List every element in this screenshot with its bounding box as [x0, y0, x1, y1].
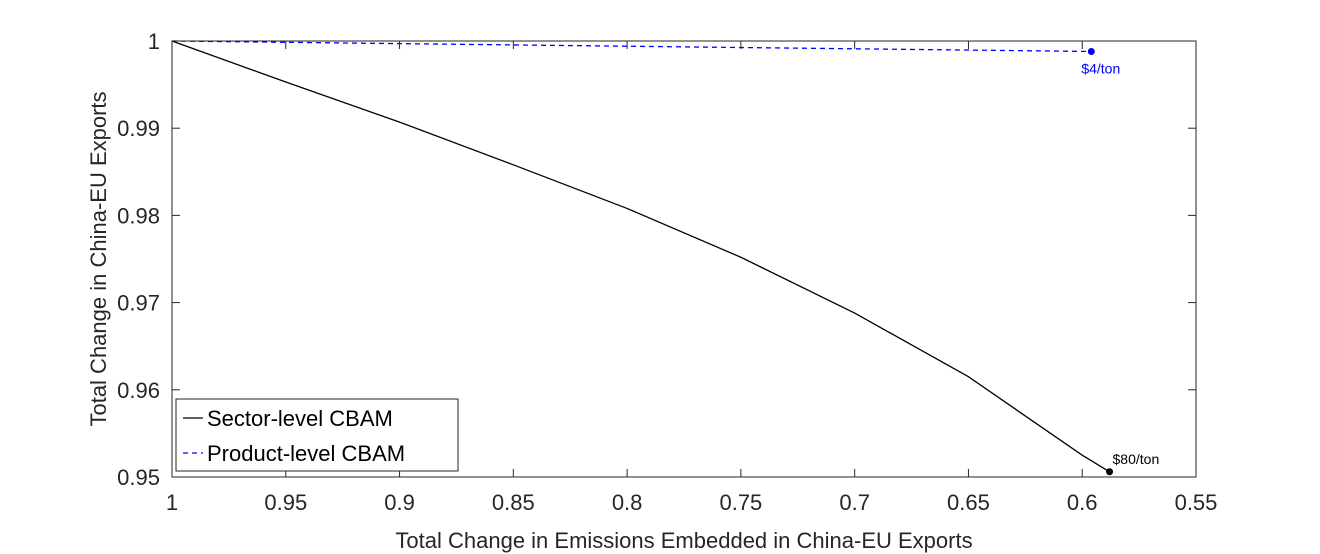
- endpoint-marker-sector: [1106, 468, 1114, 476]
- legend-box: [175, 398, 459, 472]
- x-tick-label: 0.8: [612, 490, 643, 515]
- y-tick-label: 0.98: [117, 203, 160, 228]
- x-tick-label: 0.85: [492, 490, 535, 515]
- x-tick-label: 0.95: [264, 490, 307, 515]
- y-tick-label: 0.95: [117, 465, 160, 490]
- endpoint-label-product: $4/ton: [1081, 60, 1120, 76]
- plot-frame: [171, 40, 1197, 478]
- y-tick-label: 0.96: [117, 378, 160, 403]
- x-tick-label: 1: [166, 490, 178, 515]
- legend: Sector-level CBAM Product-level CBAM: [175, 398, 459, 472]
- x-tick-label: 0.9: [384, 490, 415, 515]
- tick-layer: 1 0.95 0.9 0.85 0.8 0.75 0.7 0.65 0.6 0.550.950.9…: [117, 29, 1217, 515]
- endpoint-label-sector: $80/ton: [1113, 451, 1160, 467]
- series-layer: $80/ton $4/ton: [171, 40, 1160, 476]
- x-tick-label: 0.6: [1067, 490, 1098, 515]
- x-tick-label: 0.65: [947, 490, 990, 515]
- x-tick-label: 0.7: [839, 490, 870, 515]
- y-tick-label: 0.99: [117, 116, 160, 141]
- y-tick-label: 0.97: [117, 291, 160, 316]
- legend-label-sector: Sector-level CBAM: [207, 406, 393, 431]
- x-tick-label: 0.55: [1175, 490, 1218, 515]
- endpoint-marker-product: [1087, 47, 1095, 55]
- x-tick-label: 0.75: [719, 490, 762, 515]
- legend-label-product: Product-level CBAM: [207, 441, 405, 466]
- y-tick-label: 1: [148, 29, 160, 54]
- x-axis-title: Total Change in Emissions Embedded in Ch…: [395, 528, 972, 553]
- series-line-sector: [171, 40, 1110, 473]
- y-axis-title: Total Change in China-EU Exports: [86, 91, 111, 426]
